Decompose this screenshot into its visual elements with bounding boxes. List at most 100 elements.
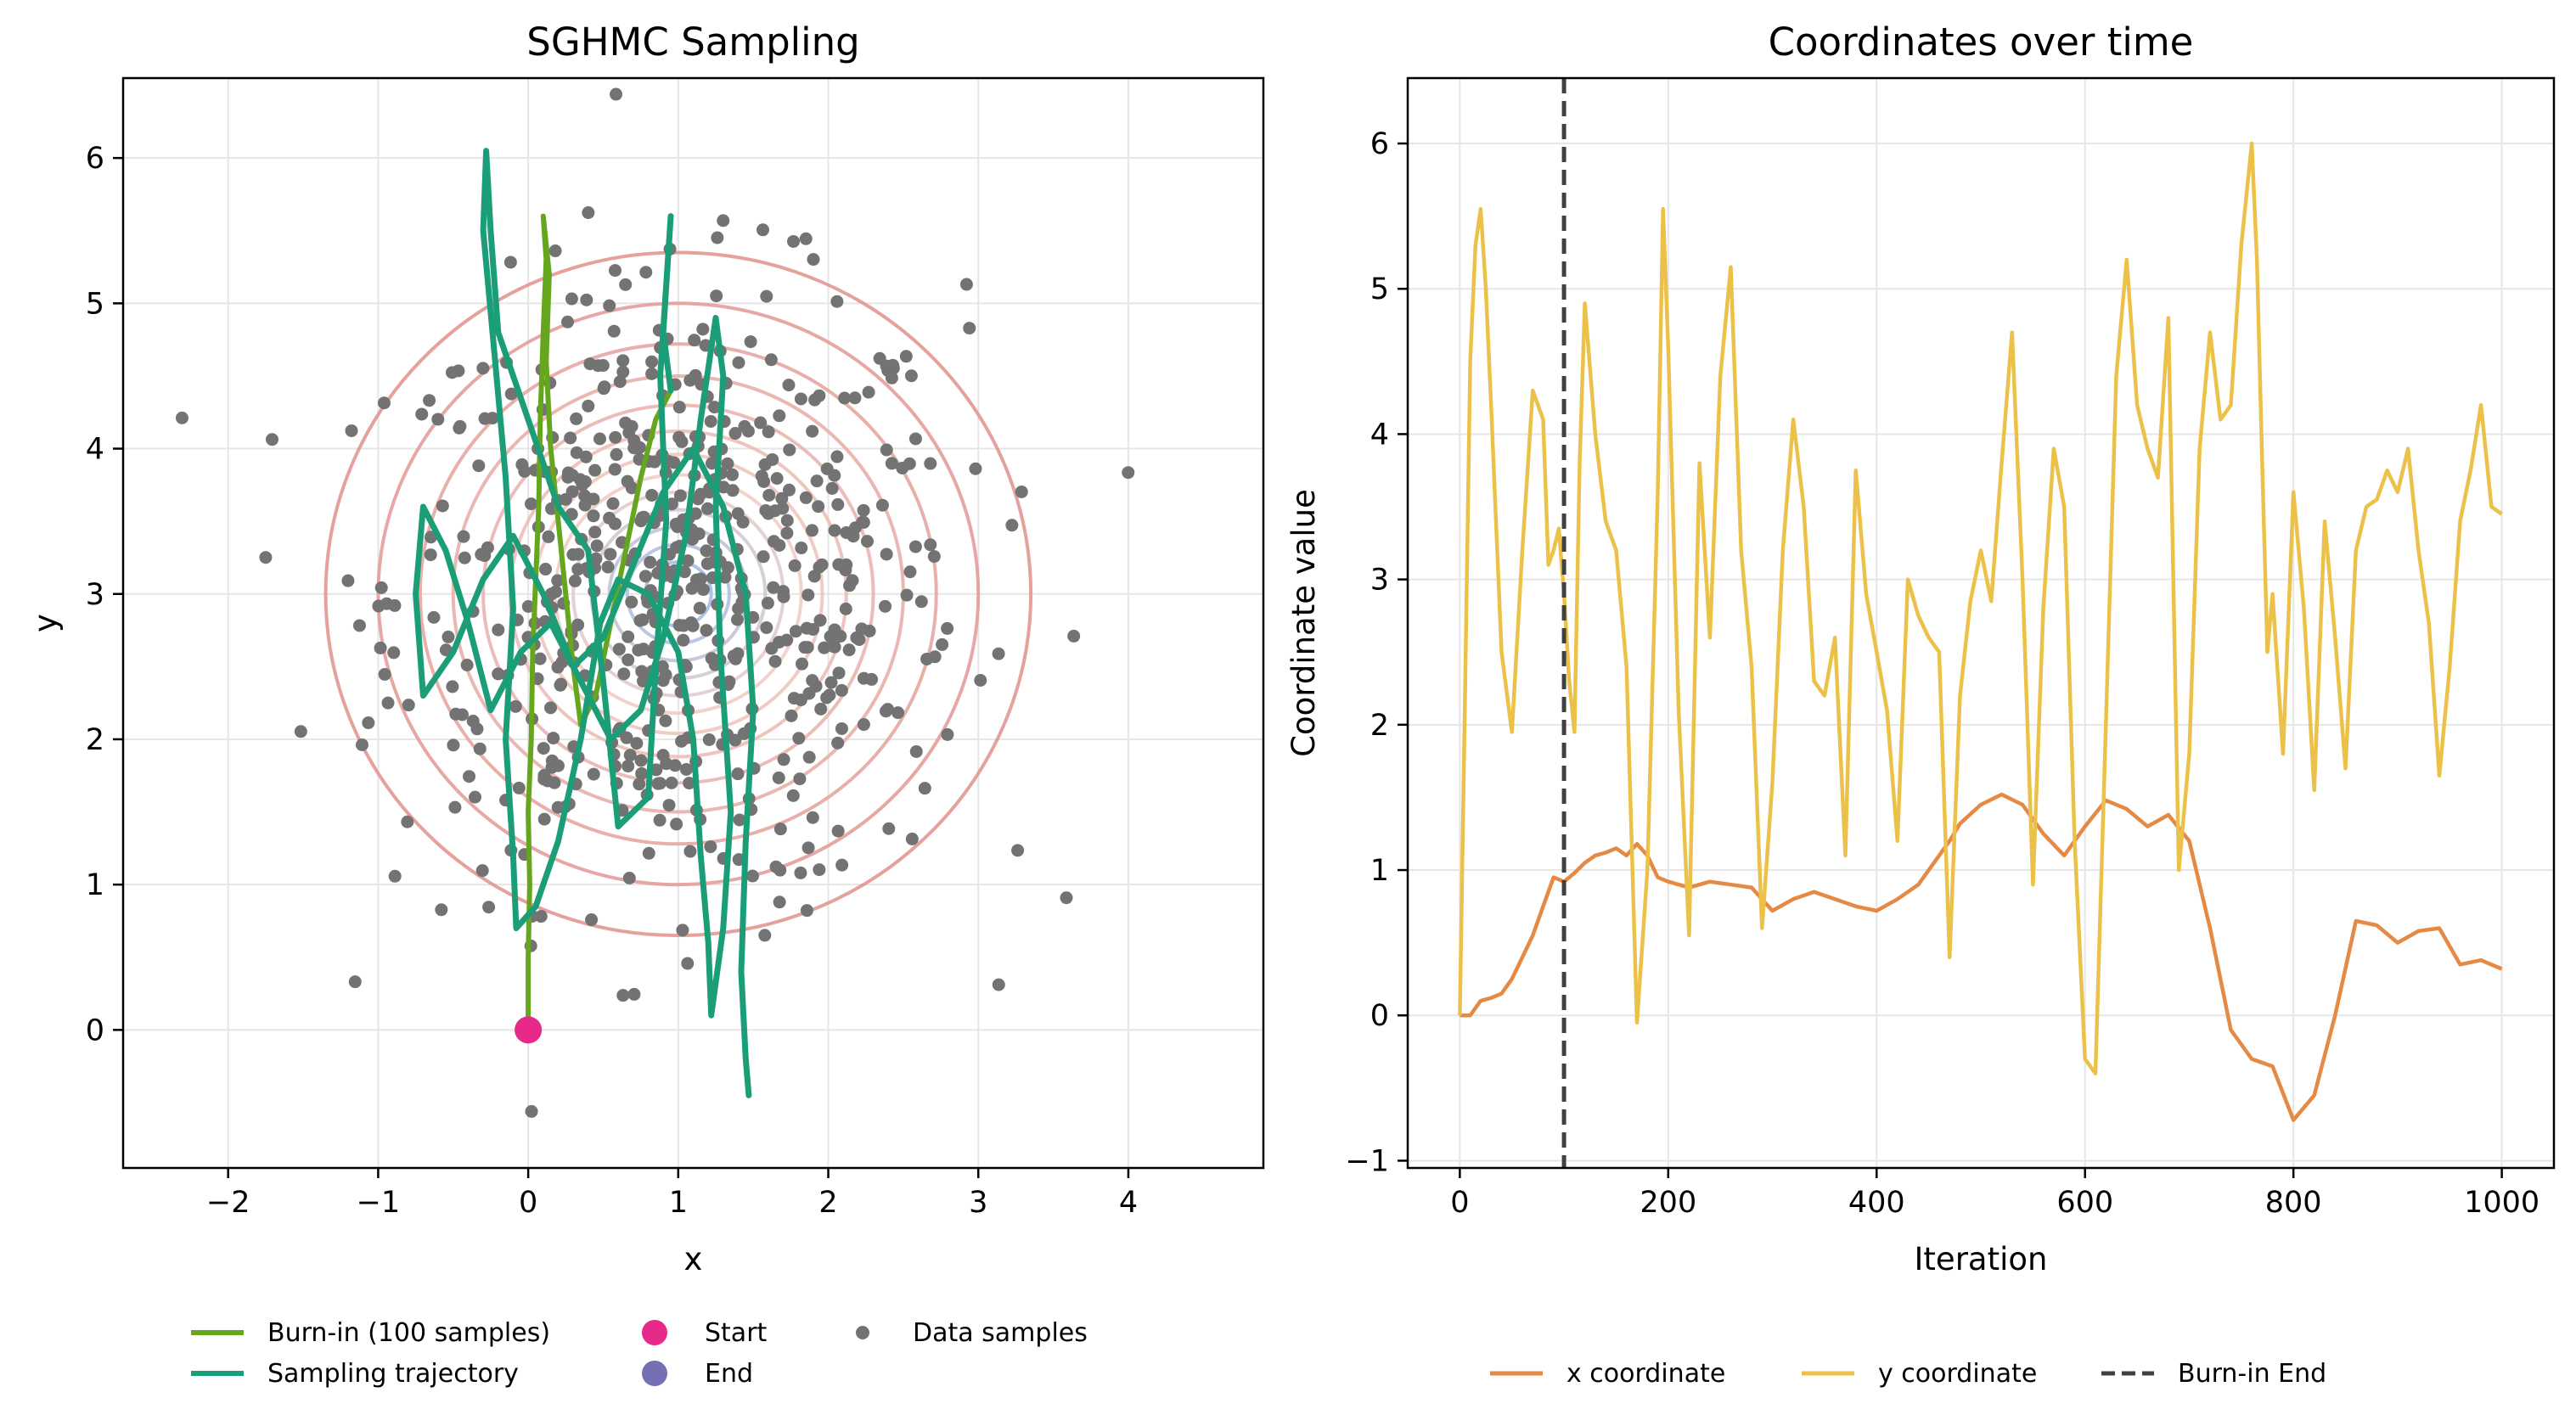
data-sample-point <box>579 450 593 463</box>
data-sample-point <box>679 762 693 776</box>
data-sample-point <box>780 526 794 540</box>
data-sample-point <box>908 540 922 553</box>
data-sample-point <box>688 334 701 347</box>
contour-ring <box>418 342 938 846</box>
data-sample-point <box>503 255 517 269</box>
data-sample-point <box>378 667 391 681</box>
data-sample-point <box>672 401 686 414</box>
left-plot-frame <box>121 76 1265 1170</box>
data-sample-point <box>442 630 455 643</box>
data-sample-point <box>635 665 649 678</box>
data-sample-point <box>387 646 401 660</box>
data-sample-point <box>582 206 595 220</box>
data-sample-point <box>551 574 565 587</box>
data-sample-point <box>857 503 870 517</box>
data-sample-point <box>607 324 621 338</box>
data-sample-point <box>795 542 808 555</box>
data-sample-point <box>634 754 648 767</box>
right-x-tick-label: 800 <box>2265 1186 2322 1220</box>
data-sample-point <box>762 425 775 439</box>
data-sample-point <box>813 614 827 627</box>
data-sample-point <box>564 431 577 445</box>
data-sample-point <box>659 668 672 682</box>
left-y-tick-label: 5 <box>86 287 104 321</box>
data-sample-point <box>492 667 505 681</box>
data-sample-point <box>806 811 819 824</box>
data-sample-point <box>941 727 954 741</box>
data-sample-point <box>651 777 665 790</box>
data-sample-point <box>431 413 445 426</box>
data-sample-point <box>635 766 649 780</box>
data-sample-point <box>616 354 630 368</box>
data-sample-point <box>760 620 773 634</box>
data-sample-point <box>801 841 815 855</box>
data-sample-point <box>873 351 886 365</box>
data-sample-point <box>707 401 721 414</box>
right-y-tick-label: 5 <box>1370 272 1389 306</box>
data-sample-point <box>645 367 659 380</box>
data-sample-point <box>475 864 489 878</box>
data-sample-point <box>799 232 813 245</box>
data-sample-point <box>675 435 689 448</box>
right-legend: x coordinate y coordinate Burn-in End <box>1490 1359 2326 1389</box>
data-sample-point <box>436 499 449 513</box>
data-sample-point <box>355 738 368 752</box>
data-sample-point <box>835 683 848 697</box>
data-sample-point <box>362 716 375 730</box>
data-sample-point <box>533 652 547 665</box>
data-sample-point <box>571 563 585 576</box>
x-coordinate-line <box>1460 792 2503 1122</box>
legend-entry-label: Data samples <box>913 1318 1088 1348</box>
data-sample-point <box>700 624 713 637</box>
data-sample-point <box>818 641 831 654</box>
data-sample-point <box>659 714 672 727</box>
legend-entry-label: Sampling trajectory <box>267 1359 519 1389</box>
data-sample-point <box>623 749 637 762</box>
data-sample-point <box>710 289 723 303</box>
data-sample-point <box>665 776 678 789</box>
data-sample-point <box>565 485 579 498</box>
data-sample-point <box>597 382 610 396</box>
data-sample-point <box>476 362 490 375</box>
data-sample-point <box>509 699 522 713</box>
data-sample-point <box>824 676 838 689</box>
data-sample-point <box>882 822 896 835</box>
data-sample-point <box>638 570 652 583</box>
legend-entry-label: y coordinate <box>1878 1359 2037 1389</box>
data-sample-point <box>593 432 606 446</box>
left-x-tick-label: −2 <box>206 1186 250 1220</box>
data-sample-point <box>633 778 646 791</box>
left-legend: Burn-in (100 samples) Start Data samples Sa… <box>191 1318 1088 1389</box>
data-sample-point <box>788 559 801 572</box>
data-sample-point <box>806 424 819 438</box>
data-sample-point <box>565 292 578 306</box>
data-sample-point <box>402 699 415 712</box>
data-sample-point <box>830 450 844 463</box>
legend-entry-label: Burn-in End <box>2178 1359 2326 1389</box>
data-sample-point <box>447 738 460 752</box>
data-sample-point <box>435 903 448 917</box>
data-sample-point <box>700 544 713 558</box>
data-sample-point <box>787 234 801 248</box>
data-sample-point <box>793 772 807 786</box>
data-sample-point <box>463 770 476 783</box>
data-sample-point <box>903 565 917 579</box>
data-sample-point <box>731 507 745 520</box>
data-sample-point <box>830 295 844 308</box>
data-sample-point <box>839 564 852 577</box>
data-sample-point <box>787 692 801 705</box>
data-sample-point <box>1060 891 1073 905</box>
contour-ring <box>323 250 1033 938</box>
data-sample-point <box>534 910 548 924</box>
data-sample-point <box>831 497 845 511</box>
data-sample-point <box>636 511 650 525</box>
data-sample-point <box>835 721 848 735</box>
data-sample-point <box>676 924 689 937</box>
data-sample-point <box>446 366 459 379</box>
data-sample-point <box>757 474 771 488</box>
right-y-tick-label: 6 <box>1370 127 1389 161</box>
data-sample-point <box>838 391 852 405</box>
right-series-lines <box>1458 78 2503 1168</box>
data-sample-point <box>677 619 690 632</box>
